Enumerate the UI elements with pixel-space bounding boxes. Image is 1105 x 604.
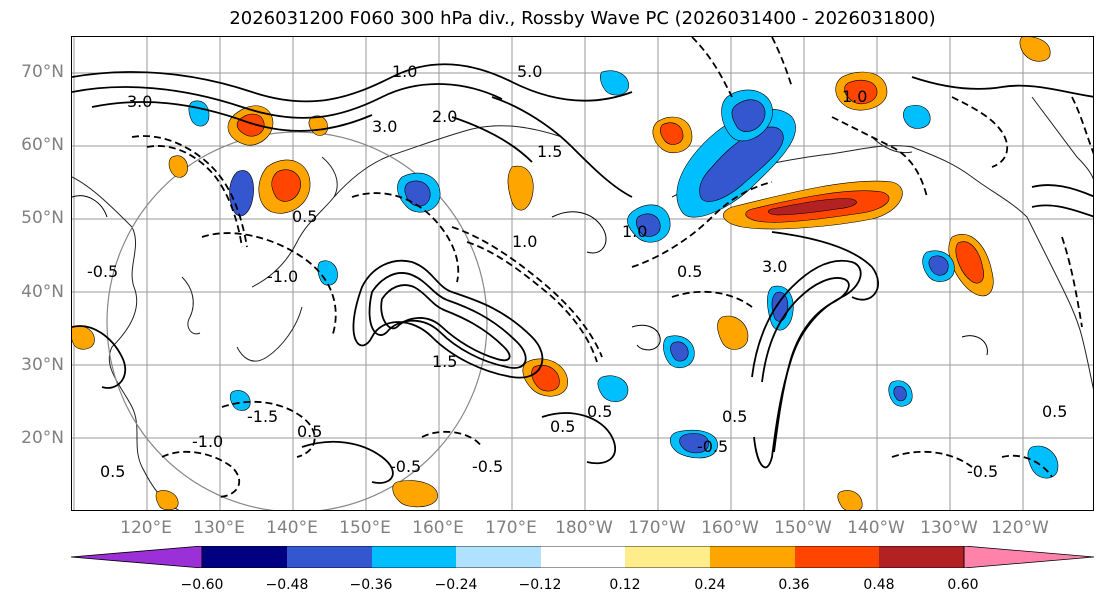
contour-label: 1.0 bbox=[512, 232, 537, 251]
contour-label: 0.5 bbox=[297, 422, 322, 441]
lat-label-70n: 70°N bbox=[21, 62, 64, 82]
lat-label-50n: 50°N bbox=[21, 208, 64, 228]
lat-label-30n: 30°N bbox=[21, 355, 64, 375]
lon-label-160w: 160°W bbox=[701, 518, 759, 538]
colorbar-tick-label: 0.36 bbox=[778, 577, 810, 593]
contour-labels: 3.0 2.0 5.0 1.0 0.5 -0.5 -1.0 -1.5 1.5 -… bbox=[87, 62, 1067, 481]
contour-label: -1.0 bbox=[192, 432, 223, 451]
contour-label: 0.5 bbox=[677, 262, 702, 281]
contours-negative bbox=[131, 37, 1093, 498]
contour-label: -0.5 bbox=[472, 457, 503, 476]
colorbar-tick-label: 0.12 bbox=[609, 577, 641, 593]
colorbar-tick-label: −0.36 bbox=[349, 577, 393, 593]
contour-label: 2.0 bbox=[432, 107, 457, 126]
colorbar-tick-label: −0.48 bbox=[265, 577, 309, 593]
lon-label-120w: 120°W bbox=[991, 518, 1049, 538]
lon-label-150e: 150°E bbox=[339, 518, 391, 538]
contour-label: 1.5 bbox=[432, 352, 457, 371]
colorbar-tick-label: 0.24 bbox=[694, 577, 726, 593]
colorbar bbox=[71, 546, 1095, 568]
lat-label-20n: 20°N bbox=[21, 428, 64, 448]
colorbar-segment bbox=[625, 546, 710, 568]
contour-label: 3.0 bbox=[127, 92, 152, 111]
lon-label-180w: 180°W bbox=[555, 518, 613, 538]
colorbar-tick-label: 0.48 bbox=[863, 577, 895, 593]
lon-label-140e: 140°E bbox=[266, 518, 318, 538]
lon-label-170e: 170°E bbox=[485, 518, 537, 538]
colorbar-segment bbox=[795, 546, 879, 568]
colorbar-segment bbox=[372, 546, 456, 568]
colorbar-tick-label: −0.24 bbox=[434, 577, 478, 593]
colorbar-segment bbox=[202, 546, 287, 568]
colorbar-segment bbox=[287, 546, 372, 568]
contour-label: 3.0 bbox=[372, 117, 397, 136]
lon-label-150w: 150°W bbox=[774, 518, 832, 538]
colorbar-segment bbox=[541, 546, 625, 568]
contour-label: 0.5 bbox=[550, 417, 575, 436]
colorbar-extend-min bbox=[71, 546, 203, 568]
colorbar-tick-label: −0.12 bbox=[518, 577, 562, 593]
projection-circle bbox=[106, 131, 488, 510]
map-panel: 3.0 2.0 5.0 1.0 0.5 -0.5 -1.0 -1.5 1.5 -… bbox=[71, 36, 1094, 511]
contour-label: 1.0 bbox=[842, 87, 867, 106]
contour-label: 1.5 bbox=[537, 142, 562, 161]
contours-positive bbox=[72, 63, 1093, 484]
contour-label: 0.5 bbox=[292, 207, 317, 226]
map-title: 2026031200 F060 300 hPa div., Rossby Wav… bbox=[229, 8, 936, 29]
lon-label-130w: 130°W bbox=[920, 518, 978, 538]
colorbar-segment bbox=[456, 546, 541, 568]
contour-label: -0.5 bbox=[87, 262, 118, 281]
contour-label: 0.5 bbox=[722, 407, 747, 426]
contour-label: 1.0 bbox=[392, 62, 417, 81]
lon-label-120e: 120°E bbox=[120, 518, 172, 538]
contour-label: 0.5 bbox=[100, 462, 125, 481]
contour-label: 0.5 bbox=[1042, 402, 1067, 421]
contour-label: 1.0 bbox=[622, 222, 647, 241]
colorbar-extend-max bbox=[963, 546, 1095, 568]
lon-label-130e: 130°E bbox=[193, 518, 245, 538]
colorbar-tick-label: −0.60 bbox=[180, 577, 224, 593]
divergence-shading bbox=[72, 37, 1059, 510]
contour-label: 5.0 bbox=[517, 62, 542, 81]
contour-label: -0.5 bbox=[390, 457, 421, 476]
map-canvas: 3.0 2.0 5.0 1.0 0.5 -0.5 -1.0 -1.5 1.5 -… bbox=[72, 37, 1093, 510]
contour-label: 0.5 bbox=[587, 402, 612, 421]
contour-label: -1.0 bbox=[267, 267, 298, 286]
lon-label-160e: 160°E bbox=[412, 518, 464, 538]
contour-label: -0.5 bbox=[967, 462, 998, 481]
lon-label-170w: 170°W bbox=[628, 518, 686, 538]
colorbar-segment bbox=[710, 546, 795, 568]
contour-label: 3.0 bbox=[762, 257, 787, 276]
contours-thin bbox=[72, 195, 988, 356]
lat-label-60n: 60°N bbox=[21, 135, 64, 155]
lat-label-40n: 40°N bbox=[21, 282, 64, 302]
contour-label: -1.5 bbox=[247, 407, 278, 426]
lon-label-140w: 140°W bbox=[847, 518, 905, 538]
colorbar-segment bbox=[879, 546, 964, 568]
colorbar-tick-label: 0.60 bbox=[947, 577, 979, 593]
contour-label: -0.5 bbox=[697, 437, 728, 456]
colorbar-outline bbox=[201, 546, 965, 568]
